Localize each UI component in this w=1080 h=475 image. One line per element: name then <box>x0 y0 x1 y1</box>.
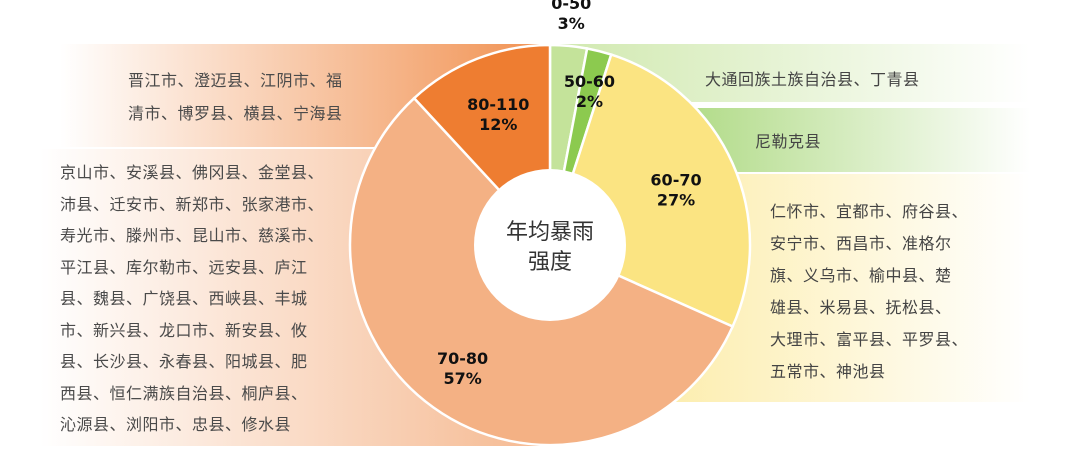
panel-0-50: 大通回族土族自治县、丁青县 <box>705 64 920 96</box>
slice-range-label: 80-110 <box>467 95 529 114</box>
slice-percent-label: 2% <box>576 92 603 111</box>
panel-60-70: 仁怀市、宜都市、府谷县、 安宁市、西昌市、准格尔 旗、义乌市、榆中县、楚 雄县、… <box>770 196 968 388</box>
panel-line: 县、长沙县、永春县、阳城县、肥 <box>60 352 308 371</box>
panel-line: 尼勒克县 <box>755 132 822 151</box>
panel-line: 大理市、富平县、平罗县、 <box>770 330 969 349</box>
panel-line: 京山市、安溪县、佛冈县、金堂县、 <box>60 163 325 182</box>
slice-range-label: 60-70 <box>650 171 701 190</box>
panel-line: 旗、义乌市、榆中县、楚 <box>770 266 952 285</box>
panel-line: 西县、恒仁满族自治县、桐庐县、 <box>60 383 308 403</box>
panel-50-60: 尼勒克县 <box>755 126 821 158</box>
donut-hole <box>474 169 626 321</box>
panel-70-80: 京山市、安溪县、佛冈县、金堂县、 沛县、迁安市、新郑市、张家港市、 寿光市、滕州… <box>60 157 324 441</box>
slice-range-label: 50-60 <box>564 72 615 91</box>
panel-line: 大通回族土族自治县、丁青县 <box>705 70 920 89</box>
panel-line: 安宁市、西昌市、准格尔 <box>770 234 952 253</box>
panel-line: 五常市、神池县 <box>770 362 886 381</box>
panel-line: 县、魏县、广饶县、西峡县、丰城 <box>60 289 308 308</box>
panel-line: 清市、博罗县、横县、宁海县 <box>128 104 343 123</box>
slice-range-label: 70-80 <box>437 349 488 368</box>
panel-line: 市、新兴县、龙口市、新安县、攸 <box>60 320 308 340</box>
slice-percent-label: 3% <box>558 14 585 33</box>
panel-line: 雄县、米易县、抚松县、 <box>770 298 952 317</box>
slice-percent-label: 12% <box>479 115 517 134</box>
center-label-line-1: 年均暴雨 <box>506 220 594 245</box>
slice-range-label: 0-50 <box>551 0 591 13</box>
panel-line: 晋江市、澄迈县、江阴市、福 <box>128 71 343 90</box>
slice-percent-label: 27% <box>657 191 695 210</box>
panel-line: 沁源县、浏阳市、忠县、修水县 <box>60 415 292 434</box>
center-label-line-2: 强度 <box>528 250 572 275</box>
panel-line: 仁怀市、宜都市、府谷县、 <box>770 202 969 221</box>
panel-line: 沛县、迁安市、新郑市、张家港市、 <box>60 194 325 214</box>
panel-80-110: 晋江市、澄迈县、江阴市、福 清市、博罗县、横县、宁海县 <box>128 64 343 130</box>
slice-percent-label: 57% <box>443 369 481 388</box>
panel-line: 平江县、库尔勒市、远安县、庐江 <box>60 257 308 277</box>
panel-line: 寿光市、滕州市、昆山市、慈溪市、 <box>60 226 325 245</box>
